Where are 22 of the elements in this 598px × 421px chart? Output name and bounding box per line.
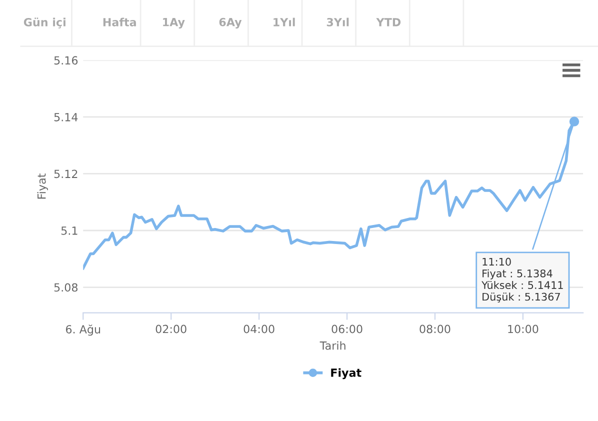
- text: 6Ay: [219, 18, 242, 29]
- x-axis-title: Tarih: [320, 341, 346, 350]
- text: 1Yıl: [274, 18, 295, 26]
- y-tick-label: 5.14: [54, 113, 78, 122]
- y-tick-label: 5.08: [54, 283, 78, 292]
- y-tick-label: 5.1: [61, 226, 78, 235]
- annotation: 11:10 Fiyat : 5.1384 Yüksek : 5.1411 Düşük : 5.1367: [482, 258, 563, 303]
- x-tick-label: 10:00: [508, 324, 538, 334]
- x-tick-label: 02:00: [156, 324, 186, 334]
- y-tick-label: 5.12: [54, 170, 78, 178]
- text: YTD: [376, 18, 401, 26]
- y-tick-label: 5.16: [54, 56, 78, 65]
- x-tick-label: 08:00: [420, 324, 450, 334]
- x-tick-label: 04:00: [244, 324, 274, 334]
- text: Hafta: [103, 18, 136, 26]
- text: 1Ay: [163, 18, 185, 29]
- x-tick-label: 6. Ağu: [66, 324, 100, 336]
- text: Gün içi: [24, 18, 66, 28]
- text: 3Yıl: [326, 18, 349, 26]
- y-axis-title: Fiyat: [37, 174, 48, 199]
- legend-label: Fiyat: [331, 368, 362, 380]
- x-tick-label: 06:00: [332, 324, 362, 334]
